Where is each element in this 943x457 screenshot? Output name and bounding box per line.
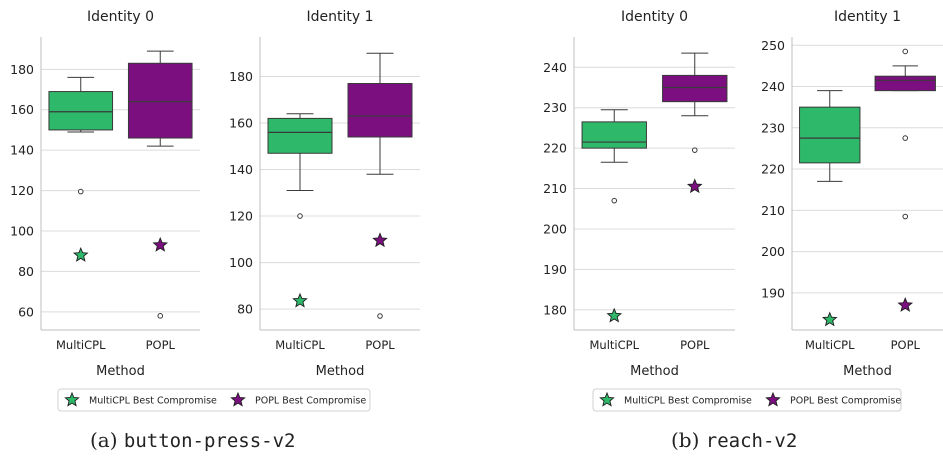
x-tick-label: MultiCPL (56, 338, 106, 352)
box-popl (347, 83, 413, 138)
box-multicpl (48, 91, 114, 131)
y-tick-label: 100 (10, 223, 34, 238)
caption-a-label: (a) (90, 428, 118, 452)
chart-panel-2: 80 100 120 140 160 180 Identity 1 MultiCPL POPLM… (229, 9, 420, 379)
y-tick-label: 250 (761, 38, 785, 53)
legend-1: MultiCPL Best Compromise POPL Best Compro… (57, 388, 371, 412)
y-tick-label: 120 (229, 209, 253, 224)
x-axis-label: Method (316, 364, 365, 379)
y-tick-label: 140 (229, 162, 253, 177)
box-multicpl (799, 106, 861, 164)
y-tick-label: 160 (10, 102, 34, 117)
x-tick-label: POPL (680, 338, 710, 352)
legend-label: POPL Best Compromise (790, 396, 901, 407)
outlier-point (691, 147, 698, 153)
x-tick-label: MultiCPL (805, 338, 855, 352)
legend-frame (592, 388, 902, 412)
y-tick-label: 180 (543, 302, 567, 317)
y-tick-label: 190 (761, 285, 785, 300)
x-axis-label: Method (96, 364, 145, 379)
legend-label: MultiCPL Best Compromise (89, 396, 217, 407)
y-tick-label: 200 (543, 221, 567, 236)
x-tick-label: POPL (365, 338, 395, 352)
y-tick-label: 80 (18, 264, 34, 279)
y-tick-label: 200 (761, 244, 785, 259)
y-tick-label: 240 (761, 79, 785, 94)
caption-b-env: reach-v2 (705, 430, 798, 452)
best-compromise-star (72, 247, 89, 262)
box-multicpl (267, 117, 333, 154)
y-tick-label: 220 (761, 162, 785, 177)
chart-title: Identity 1 (306, 9, 373, 25)
y-tick-label: 230 (543, 100, 567, 115)
y-tick-label: 240 (543, 60, 567, 75)
box-popl (127, 62, 193, 139)
x-tick-label: POPL (891, 338, 921, 352)
x-tick-label: MultiCPL (590, 338, 640, 352)
caption-a-env: button-press-v2 (123, 430, 296, 452)
y-tick-label: 80 (237, 302, 253, 317)
legend-star-icon (765, 391, 781, 407)
legend-2: MultiCPL Best Compromise POPL Best Compro… (592, 388, 902, 412)
legend-label: MultiCPL Best Compromise (624, 396, 752, 407)
legend-star-icon (599, 391, 615, 407)
y-tick-label: 180 (229, 69, 253, 84)
chart-title: Identity 1 (834, 9, 901, 25)
outlier-point (902, 135, 909, 141)
best-compromise-star (897, 297, 914, 312)
y-tick-label: 210 (761, 203, 785, 218)
y-tick-label: 220 (543, 141, 567, 156)
best-compromise-star (292, 292, 308, 308)
outlier-point (157, 313, 164, 319)
x-axis-label: Method (630, 364, 679, 379)
outlier-point (77, 188, 84, 195)
y-tick-label: 190 (543, 262, 567, 277)
caption-a: (a) button-press-v2 (90, 428, 295, 452)
chart-title: Identity 0 (87, 9, 154, 25)
legend-star-icon (230, 391, 246, 407)
outlier-point (611, 197, 618, 204)
best-compromise-star (152, 236, 169, 252)
legend-star-icon (64, 391, 80, 407)
outlier-point (902, 213, 909, 220)
outlier-point (377, 313, 383, 319)
y-tick-label: 60 (18, 304, 34, 319)
box-popl (874, 75, 936, 92)
best-compromise-star (606, 307, 623, 323)
best-compromise-star (372, 232, 388, 248)
x-tick-label: MultiCPL (275, 338, 325, 352)
y-tick-label: 120 (10, 183, 34, 198)
caption-b-label: (b) (671, 428, 700, 452)
caption-b: (b) reach-v2 (671, 428, 797, 452)
y-tick-label: 210 (543, 181, 567, 196)
y-tick-label: 100 (229, 255, 253, 270)
best-compromise-star (821, 311, 838, 327)
y-tick-label: 230 (761, 120, 785, 135)
x-tick-label: POPL (146, 338, 176, 352)
box-multicpl (581, 121, 647, 149)
outlier-point (902, 48, 909, 55)
legend-label: POPL Best Compromise (255, 396, 366, 407)
outlier-point (297, 213, 303, 219)
chart-title: Identity 0 (621, 9, 688, 25)
chart-panel-3: 180 190 200 210 220 230 240 Identity 0 MultiCPL P… (543, 9, 735, 379)
x-axis-label: Method (843, 364, 892, 379)
y-tick-label: 180 (10, 62, 34, 77)
best-compromise-star (686, 178, 703, 194)
y-tick-label: 140 (10, 143, 34, 158)
chart-panel-1: 60 80 100 120 140 160 180 Identity 0 MultiCPL POP… (10, 9, 200, 379)
legend-frame (57, 388, 371, 412)
box-popl (662, 74, 728, 103)
y-tick-label: 160 (229, 116, 253, 131)
chart-panel-4: 190 200 210 220 230 240 250 Identity 1 MultiCPL P… (761, 9, 943, 379)
